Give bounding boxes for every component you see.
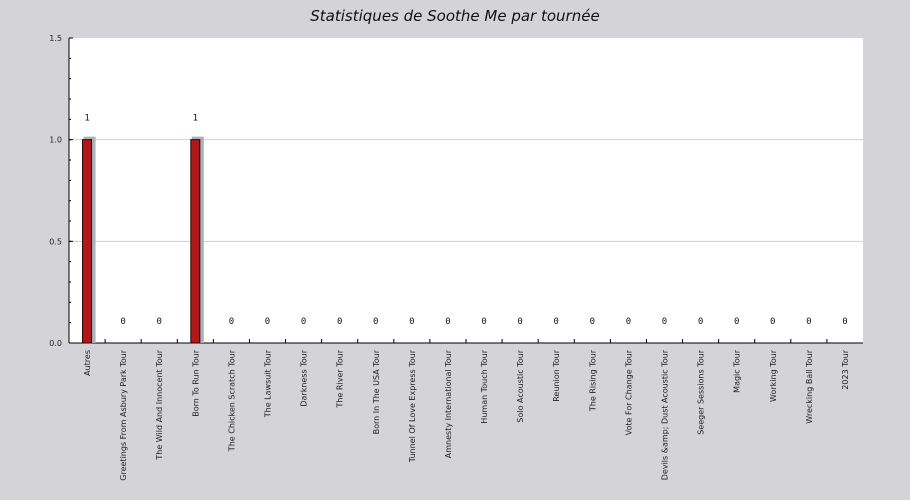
y-tick-label: 1.0 [49,136,62,145]
data-label: 0 [337,317,342,327]
bar [82,139,93,344]
data-label: 0 [120,317,125,327]
data-label: 0 [626,317,631,327]
data-label: 0 [734,317,739,327]
plot-area [69,38,863,343]
x-axis-labels: Autres Greetings From Asbury Park Tour The… [83,349,850,480]
x-tick-label: Born In The USA Tour [372,349,381,434]
chart-title: Statistiques de Soothe Me par tournée [310,7,599,25]
data-label: 0 [770,317,775,327]
y-tick-label: 0.0 [49,339,62,348]
x-tick-label: Working Tour [769,349,778,402]
x-tick-label: The Lawsuit Tour [264,349,273,418]
data-label: 0 [445,317,450,327]
data-label: 0 [481,317,486,327]
bar [190,139,201,344]
x-tick-label: Autres [83,350,92,376]
x-tick-label: The Wild And Innocent Tour [155,349,164,460]
x-tick-label: Darkness Tour [300,349,309,406]
x-tick-label: Solo Acoustic Tour [516,349,525,422]
x-tick-label: The River Tour [336,349,345,408]
data-label: 0 [554,317,559,327]
y-tick-label: 1.5 [49,34,62,43]
x-tick-label: Reunion Tour [552,349,561,401]
data-label: 0 [157,317,162,327]
y-tick-label: 0.5 [49,237,62,246]
data-label: 0 [590,317,595,327]
x-tick-label: Amnesty International Tour [444,349,453,458]
x-tick-label: Vote For Change Tour [624,349,633,435]
x-tick-label: Tunnel Of Love Express Tour [408,349,417,463]
data-label: 0 [301,317,306,327]
x-tick-label: Wrecking Ball Tour [805,349,814,423]
x-tick-label: The Rising Tour [588,349,597,412]
data-label: 0 [229,317,234,327]
data-label: 0 [842,317,847,327]
data-labels: 1 0 0 1 0 0 0 0 0 0 0 0 0 0 0 0 0 0 0 0 0 0 [84,114,847,327]
x-tick-label: Magic Tour [733,349,742,393]
x-tick-label: Born To Run Tour [191,349,200,416]
data-label: 0 [265,317,270,327]
data-label: 0 [806,317,811,327]
data-label: 0 [517,317,522,327]
x-tick-label: The Chicken Scratch Tour [227,349,236,452]
data-label: 0 [662,317,667,327]
data-label: 1 [193,114,198,124]
data-label: 1 [84,114,89,124]
data-label: 0 [373,317,378,327]
x-tick-label: Greetings From Asbury Park Tour [119,349,128,480]
bars [82,136,204,344]
x-tick-label: Seeger Sessions Tour [697,349,706,434]
x-tick-label: 2023 Tour [841,349,850,389]
data-label: 0 [698,317,703,327]
data-label: 0 [409,317,414,327]
y-axis-ticks: 0.0 0.5 1.0 1.5 [49,34,73,348]
x-tick-label: Devils &amp; Dust Acoustic Tour [661,349,670,480]
x-tick-label: Human Touch Tour [480,349,489,423]
